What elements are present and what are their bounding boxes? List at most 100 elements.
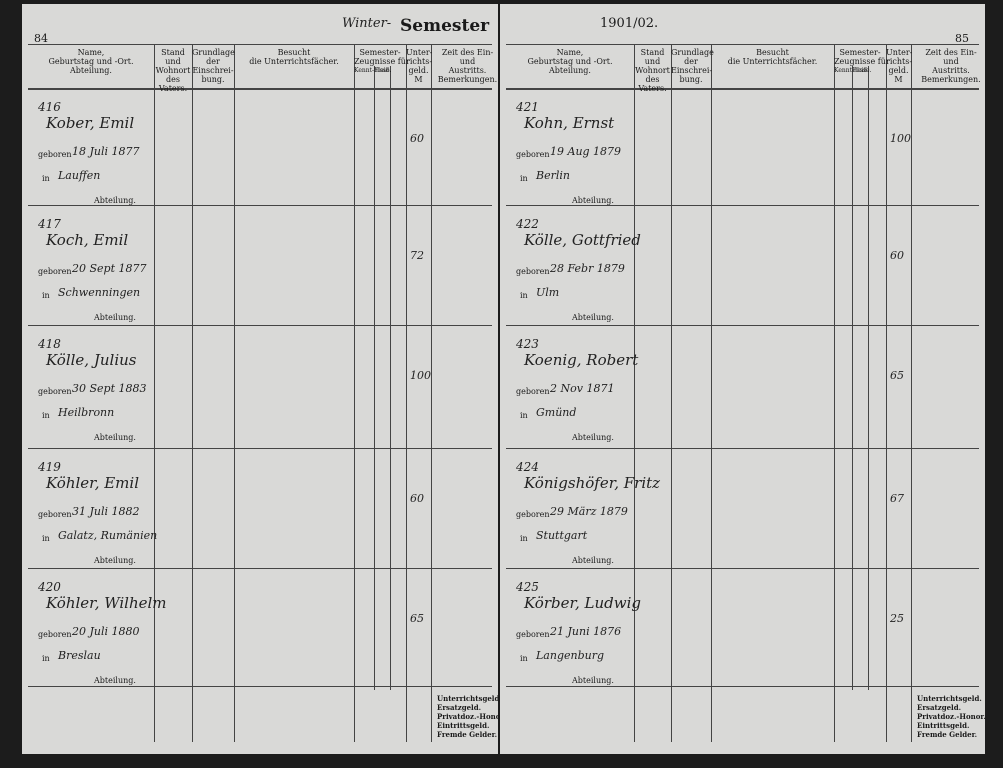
- page-heading: Winter-: [342, 16, 392, 31]
- column-header: Zeugnisse für: [834, 57, 890, 66]
- in-label: in: [42, 291, 50, 300]
- in-label: in: [42, 411, 50, 420]
- column-rule: [711, 44, 712, 742]
- birth-date: 20 Sept 1877: [72, 262, 147, 275]
- column-header: M: [894, 75, 903, 84]
- in-label: in: [42, 654, 50, 663]
- column-header: Wohnort: [155, 66, 191, 75]
- footer-label: Privatdoz.-Honor.: [437, 712, 506, 721]
- entry-number: 425: [516, 580, 539, 594]
- in-label: in: [520, 411, 528, 420]
- department-label: Abteilung.: [94, 433, 136, 442]
- row-rule: [28, 568, 492, 569]
- footer-label: Unterrichtsgeld.: [917, 694, 982, 703]
- tuition-fee: 72: [410, 249, 424, 262]
- header-rule: [506, 88, 979, 90]
- column-header: Unter-: [406, 48, 433, 57]
- column-rule: [390, 66, 391, 690]
- column-header: des: [166, 75, 180, 84]
- column-header: Austritts.: [448, 66, 487, 75]
- department-label: Abteilung.: [572, 196, 614, 205]
- tuition-fee: 60: [410, 132, 424, 145]
- column-header: Abteilung.: [70, 66, 112, 75]
- column-header: Einschrei-: [192, 66, 234, 75]
- entry-number: 422: [516, 217, 539, 231]
- column-header: und: [644, 57, 661, 66]
- footer-label: Eintrittsgeld.: [437, 721, 490, 730]
- column-header: Fleiß.: [374, 67, 392, 74]
- tuition-fee: 60: [410, 492, 424, 505]
- entry-name: Kohn, Ernst: [524, 114, 615, 132]
- department-label: Abteilung.: [572, 556, 614, 565]
- column-header: geld.: [408, 66, 429, 75]
- entry-name: Kölle, Gottfried: [524, 231, 641, 249]
- column-header: Abteilung.: [549, 66, 591, 75]
- birth-date: 20 Juli 1880: [72, 625, 140, 638]
- column-header: Name,: [77, 48, 105, 57]
- birth-date: 30 Sept 1883: [72, 382, 147, 395]
- column-header: Einschrei-: [671, 66, 713, 75]
- born-label: geboren: [38, 630, 72, 639]
- column-header: Zeit des Ein-: [925, 48, 977, 57]
- born-label: geboren: [38, 150, 72, 159]
- column-header: Zeugnisse für: [354, 57, 410, 66]
- column-header: und: [459, 57, 476, 66]
- column-rule: [431, 44, 432, 742]
- column-header: richts-: [406, 57, 433, 66]
- entry-number: 421: [516, 100, 539, 114]
- row-rule: [506, 686, 979, 687]
- column-rule: [834, 44, 835, 742]
- in-label: in: [520, 291, 528, 300]
- birth-place: Breslau: [58, 649, 101, 662]
- row-rule: [506, 448, 979, 449]
- birth-place: Langenburg: [536, 649, 605, 662]
- entry-number: 416: [38, 100, 61, 114]
- in-label: in: [520, 654, 528, 663]
- column-rule: [634, 44, 635, 742]
- birth-place: Ulm: [536, 286, 560, 299]
- born-label: geboren: [38, 510, 72, 519]
- column-header: bung.: [679, 75, 703, 84]
- column-header: geld.: [888, 66, 909, 75]
- column-header: Zeit des Ein-: [441, 48, 494, 57]
- header-rule: [28, 88, 492, 90]
- in-label: in: [520, 534, 528, 543]
- column-header: Stand: [640, 48, 665, 57]
- tuition-fee: 60: [890, 249, 904, 262]
- entry-name: Köhler, Emil: [46, 474, 139, 492]
- tuition-fee: 25: [890, 612, 904, 625]
- column-header: Kennt-nisse.: [834, 66, 871, 75]
- column-header: Vaters.: [158, 84, 188, 93]
- birth-place: Galatz, Rumänien: [58, 529, 158, 542]
- footer-label: Ersatzgeld.: [917, 703, 962, 712]
- column-header: Austritts.: [932, 66, 970, 75]
- in-label: in: [42, 174, 50, 183]
- header-rule: [28, 44, 492, 45]
- column-rule: [374, 66, 375, 690]
- column-header: Wohnort: [635, 66, 670, 75]
- entry-name: Körber, Ludwig: [524, 594, 642, 612]
- row-rule: [506, 205, 979, 206]
- column-rule: [886, 44, 887, 742]
- column-rule: [671, 44, 672, 742]
- column-rule: [852, 66, 853, 690]
- column-header: der: [684, 57, 698, 66]
- birth-place: Lauffen: [58, 169, 101, 182]
- page: 85 1901/02. Name, Geburtstag und -Ort. Abtei…: [500, 4, 986, 754]
- column-header: und: [943, 57, 959, 66]
- row-rule: [28, 325, 492, 326]
- tuition-fee: 100: [410, 369, 431, 382]
- in-label: in: [42, 534, 50, 543]
- birth-date: 19 Aug 1879: [550, 145, 622, 158]
- birth-date: 18 Juli 1877: [72, 145, 140, 158]
- column-header: und: [165, 57, 181, 66]
- column-header: Grundlage: [192, 48, 235, 57]
- born-label: geboren: [38, 387, 72, 396]
- tuition-fee: 67: [890, 492, 904, 505]
- column-rule: [406, 44, 407, 742]
- column-header: Semester-: [839, 48, 881, 57]
- column-header: Unter-: [886, 48, 913, 57]
- birth-place: Heilbronn: [58, 406, 115, 419]
- column-rule: [354, 44, 355, 742]
- entry-name: Kölle, Julius: [46, 351, 137, 369]
